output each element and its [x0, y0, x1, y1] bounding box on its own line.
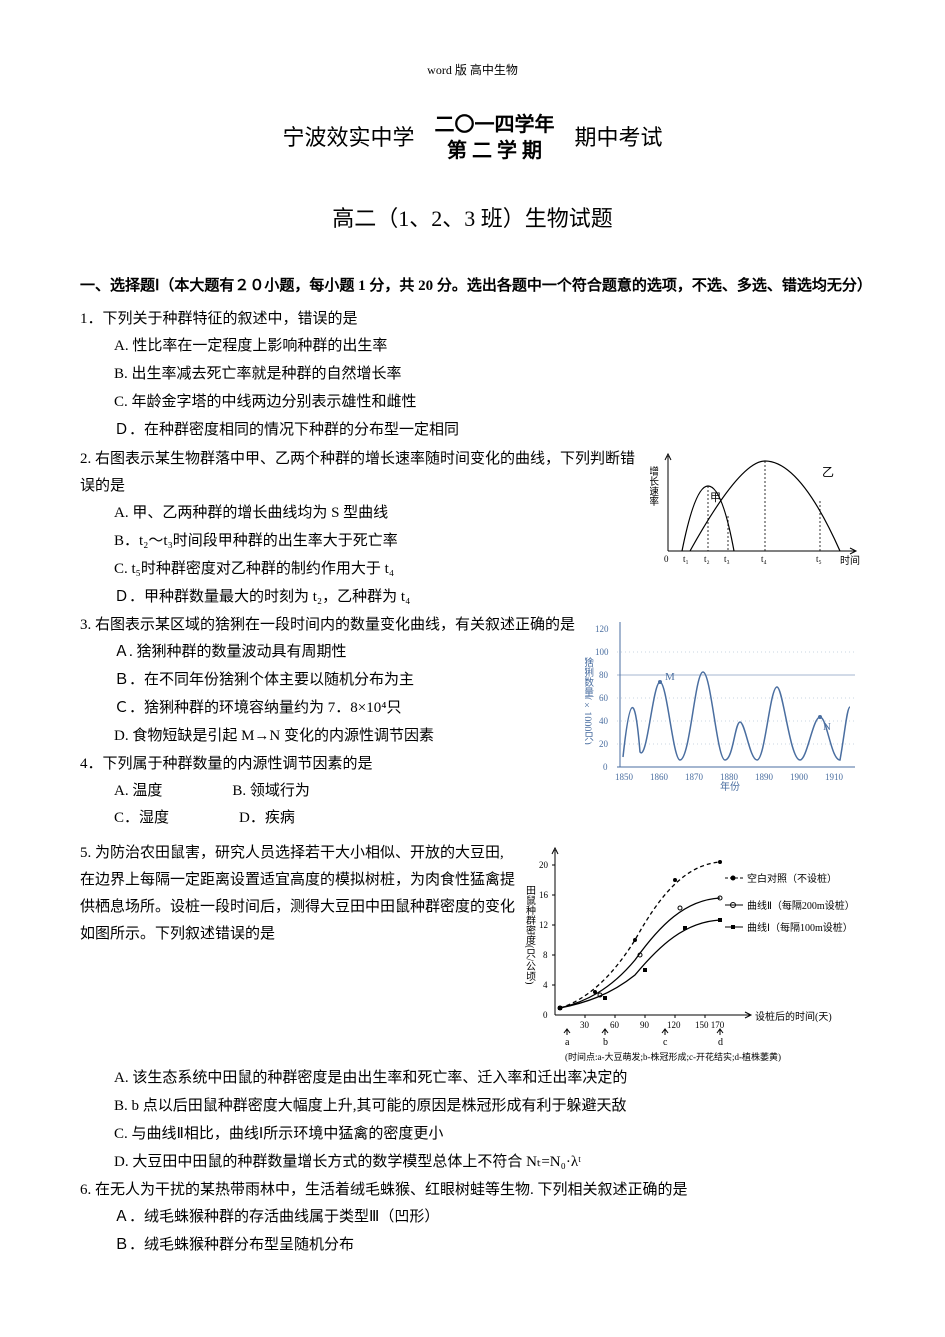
mouse-density-chart: 0 4 8 12 16 20 30 60 90 120 150 170: [525, 840, 865, 1065]
svg-text:30: 30: [580, 1020, 590, 1030]
svg-text:20: 20: [539, 860, 549, 870]
question-6: 6. 在无人为干扰的某热带雨林中，生活着绒毛蛛猴、红眼树蛙等生物. 下列相关叙述…: [80, 1177, 865, 1259]
year-line: 二〇一四学年: [435, 112, 555, 138]
svg-text:12: 12: [539, 920, 548, 930]
q3-option-b: Ｂ．在不同年份猞猁个体主要以随机分布为主: [114, 667, 575, 694]
svg-text:b: b: [603, 1037, 608, 1048]
svg-text:t₃: t₃: [724, 554, 730, 564]
svg-text:曲线Ⅰ（每隔100m设桩）: 曲线Ⅰ（每隔100m设桩）: [747, 921, 853, 934]
svg-text:1880: 1880: [720, 772, 739, 782]
school-name: 宁波效实中学: [282, 118, 414, 158]
q4-option-b: B. 领域行为: [232, 778, 310, 805]
q2-stem: 2. 右图表示某生物群落中甲、乙两个种群的增长速率随时间变化的曲线，下列判断错误…: [80, 446, 640, 500]
chart5-footnote: (时间点:a-大豆萌发;b-株冠形成;c-开花结实;d-植株萎黄): [565, 1051, 781, 1062]
q5-option-d: D. 大豆田中田鼠的种群数量增长方式的数学模型总体上不符合 Nₜ=N₀·λᵗ: [114, 1149, 865, 1176]
chart-3: 0 20 40 60 80 100 120 1850 1860 1870 188…: [585, 612, 865, 792]
svg-text:t₁: t₁: [683, 554, 689, 564]
growth-rate-chart: 甲 乙 增长速率 时间 0 t₁ t₂ t₃ t₄ t₅: [650, 446, 865, 566]
q2-option-b: B．t₂～t₃时间段甲种群的出生率大于死亡率: [114, 528, 640, 555]
question-1: 1．下列关于种群特征的叙述中，错误的是 A. 性比率在一定程度上影响种群的出生率…: [80, 306, 865, 444]
q5-option-a: A. 该生态系统中田鼠的种群密度是由出生率和死亡率、迁入率和迁出率决定的: [114, 1065, 865, 1092]
semester-line: 第 二 学 期: [447, 138, 542, 164]
chart3-xlabel: 年份: [720, 780, 740, 792]
chart5-xlabel: 设桩后的时间(天): [755, 1010, 832, 1023]
svg-text:1850: 1850: [615, 772, 634, 782]
q6-option-b: Ｂ．绒毛蛛猴种群分布型呈随机分布: [114, 1232, 865, 1259]
svg-text:c: c: [663, 1037, 668, 1048]
svg-text:1870: 1870: [685, 772, 704, 782]
title-block: 宁波效实中学 二〇一四学年 第 二 学 期 期中考试: [80, 112, 865, 164]
svg-text:100: 100: [595, 647, 609, 657]
chart-5: 0 4 8 12 16 20 30 60 90 120 150 170: [525, 840, 865, 1065]
q3-option-d: D. 食物短缺是引起 M→N 变化的内源性调节因素: [114, 723, 575, 750]
chart3-label-n: N: [823, 721, 831, 733]
q4-option-c: C．湿度: [114, 805, 169, 832]
chart5-ylabel: 田鼠种群密度(只/公顷): [525, 885, 536, 984]
chart3-ylabel: 猞猁数量(×1000只): [585, 656, 594, 745]
svg-text:d: d: [718, 1037, 723, 1048]
exam-type: 期中考试: [575, 118, 663, 158]
q1-option-b: B. 出生率减去死亡率就是种群的自然增长率: [114, 361, 865, 388]
svg-text:空白对照（不设桩）: 空白对照（不设桩）: [747, 872, 837, 885]
q6-option-a: Ａ．绒毛蛛猴种群的存活曲线属于类型Ⅲ（凹形）: [114, 1204, 865, 1231]
q1-option-d: Ｄ．在种群密度相同的情况下种群的分布型一定相同: [114, 417, 865, 444]
svg-text:0: 0: [664, 554, 669, 564]
chart2-ylabel: 增长速率: [650, 465, 659, 507]
chart2-label-yi: 乙: [822, 465, 834, 479]
q3-option-c: Ｃ．猞猁种群的环境容纳量约为 7．8×10⁴只: [114, 695, 575, 722]
svg-text:t₅: t₅: [816, 554, 822, 564]
svg-text:t₂: t₂: [704, 554, 710, 564]
chart-2: 甲 乙 增长速率 时间 0 t₁ t₂ t₃ t₄ t₅: [650, 446, 865, 566]
svg-text:a: a: [565, 1037, 570, 1048]
svg-text:0: 0: [603, 762, 608, 772]
svg-text:t₄: t₄: [761, 554, 767, 564]
svg-text:1910: 1910: [825, 772, 844, 782]
svg-text:90: 90: [640, 1020, 650, 1030]
question-2-row: 2. 右图表示某生物群落中甲、乙两个种群的增长速率随时间变化的曲线，下列判断错误…: [80, 446, 865, 612]
term-info: 二〇一四学年 第 二 学 期: [435, 112, 555, 164]
svg-text:1860: 1860: [650, 772, 669, 782]
q1-option-c: C. 年龄金字塔的中线两边分别表示雄性和雌性: [114, 389, 865, 416]
svg-text:16: 16: [539, 890, 549, 900]
svg-text:120: 120: [667, 1020, 681, 1030]
chart2-xlabel: 时间: [840, 554, 860, 566]
svg-text:120: 120: [595, 624, 609, 634]
svg-text:1890: 1890: [755, 772, 774, 782]
svg-text:150 170: 150 170: [695, 1020, 725, 1030]
question-5-row: 5. 为防治农田鼠害，研究人员选择若干大小相似、开放的大豆田,在边界上每隔一定距…: [80, 840, 865, 1065]
svg-text:60: 60: [599, 693, 609, 703]
q3-stem: 3. 右图表示某区域的猞猁在一段时间内的数量变化曲线，有关叙述正确的是: [80, 612, 575, 639]
svg-text:曲线Ⅱ（每隔200m设桩）: 曲线Ⅱ（每隔200m设桩）: [747, 899, 855, 912]
svg-text:80: 80: [599, 670, 609, 680]
q4-option-d: D．疾病: [239, 805, 295, 832]
page-header: word 版 高中生物: [80, 60, 865, 82]
chart2-label-jia: 甲: [710, 492, 721, 504]
svg-text:60: 60: [610, 1020, 620, 1030]
q5-option-b: B. b 点以后田鼠种群密度大幅度上升,其可能的原因是株冠形成有利于躲避天敌: [114, 1093, 865, 1120]
lynx-chart: 0 20 40 60 80 100 120 1850 1860 1870 188…: [585, 612, 865, 792]
chart3-label-m: M: [665, 671, 675, 683]
q5-option-c: C. 与曲线Ⅱ相比，曲线Ⅰ所示环境中猛禽的密度更小: [114, 1121, 865, 1148]
svg-text:8: 8: [543, 950, 548, 960]
svg-text:4: 4: [543, 980, 548, 990]
q2-option-a: A. 甲、乙两种群的增长曲线均为 S 型曲线: [114, 500, 640, 527]
svg-text:1900: 1900: [790, 772, 809, 782]
section-1-heading: 一、选择题Ⅰ（本大题有２０小题，每小题 1 分，共 20 分。选出各题中一个符合…: [80, 273, 865, 300]
q2-option-d: Ｄ．甲种群数量最大的时刻为 t₂，乙种群为 t₄: [114, 584, 640, 611]
svg-text:40: 40: [599, 716, 609, 726]
q3-option-a: Ａ. 猞猁种群的数量波动具有周期性: [114, 639, 575, 666]
exam-subtitle: 高二（1、2、3 班）生物试题: [80, 199, 865, 239]
q4-option-a: A. 温度: [114, 778, 162, 805]
q1-stem: 1．下列关于种群特征的叙述中，错误的是: [80, 306, 865, 333]
svg-text:0: 0: [543, 1010, 548, 1020]
question-3-row: 3. 右图表示某区域的猞猁在一段时间内的数量变化曲线，有关叙述正确的是 Ａ. 猞…: [80, 612, 865, 832]
q5-stem: 5. 为防治农田鼠害，研究人员选择若干大小相似、开放的大豆田,在边界上每隔一定距…: [80, 840, 515, 948]
q2-option-c: C. t₅时种群密度对乙种群的制约作用大于 t₄: [114, 556, 640, 583]
q5-options: A. 该生态系统中田鼠的种群密度是由出生率和死亡率、迁入率和迁出率决定的 B. …: [114, 1065, 865, 1176]
q6-stem: 6. 在无人为干扰的某热带雨林中，生活着绒毛蛛猴、红眼树蛙等生物. 下列相关叙述…: [80, 1177, 865, 1204]
q4-stem: 4．下列属于种群数量的内源性调节因素的是: [80, 751, 575, 778]
svg-text:20: 20: [599, 739, 609, 749]
q1-option-a: A. 性比率在一定程度上影响种群的出生率: [114, 333, 865, 360]
